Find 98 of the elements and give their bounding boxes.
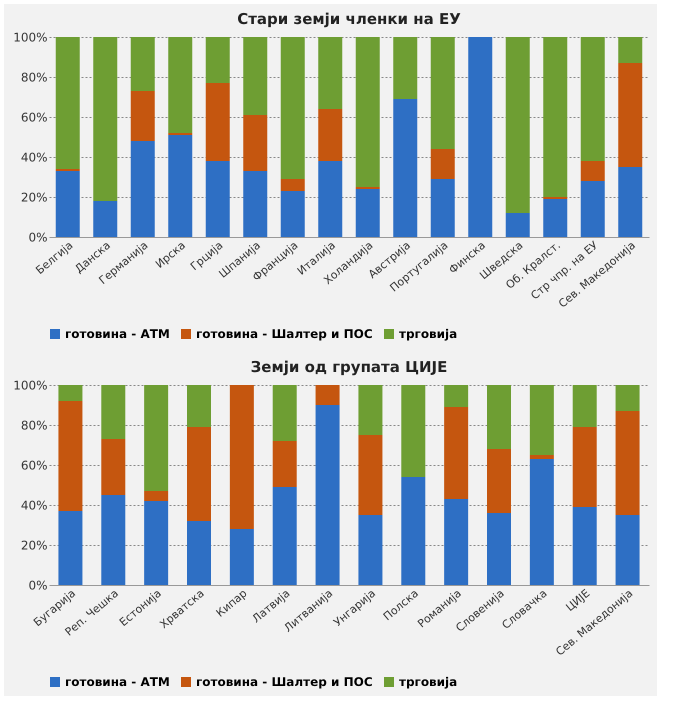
bar	[572, 507, 597, 585]
bar	[187, 385, 211, 427]
bar	[530, 385, 554, 455]
y-tick-label: 60%	[20, 110, 48, 124]
bar	[393, 37, 418, 99]
bar	[616, 385, 640, 411]
bar	[356, 189, 380, 237]
bar	[580, 37, 605, 161]
bar	[358, 515, 382, 585]
bar	[430, 179, 455, 237]
bar	[168, 37, 192, 133]
bar	[206, 37, 230, 83]
bar	[130, 37, 155, 91]
y-tick-label: 0%	[28, 578, 48, 592]
chart-title: Земји од групата ЦИЈЕ	[250, 358, 448, 376]
y-tick-label: 80%	[20, 70, 48, 84]
bar	[243, 171, 268, 237]
y-tick-label: 0%	[28, 230, 48, 244]
bar	[618, 63, 642, 167]
bar	[230, 385, 254, 529]
y-tick-label: 40%	[20, 498, 48, 512]
bar	[280, 179, 305, 191]
y-tick-label: 100%	[13, 378, 48, 392]
y-tick-label: 100%	[13, 30, 48, 44]
legend-label: готовина - Шалтер и ПОС	[196, 327, 373, 341]
legend-label: трговија	[399, 675, 458, 689]
bar	[101, 495, 126, 585]
bar	[58, 401, 82, 511]
bar	[444, 407, 468, 499]
bar	[280, 37, 305, 179]
bar	[130, 91, 155, 141]
bar	[401, 385, 426, 477]
bar	[56, 171, 80, 237]
bar	[530, 455, 554, 459]
bar	[444, 385, 468, 407]
y-tick-label: 40%	[20, 150, 48, 164]
bar	[616, 515, 640, 585]
y-tick-label: 80%	[20, 418, 48, 432]
bar	[356, 37, 380, 187]
bar	[243, 115, 268, 171]
bar	[56, 37, 80, 169]
bar	[430, 149, 455, 179]
legend-label: трговија	[399, 327, 458, 341]
bar	[401, 477, 426, 585]
bar	[530, 459, 554, 585]
bar	[93, 37, 118, 201]
bar	[230, 529, 254, 585]
bar	[318, 37, 342, 109]
bar	[468, 37, 492, 237]
bar	[144, 491, 168, 501]
bar	[572, 427, 597, 507]
bar	[187, 427, 211, 521]
bar	[58, 385, 82, 401]
bar	[506, 37, 530, 213]
bar	[506, 213, 530, 237]
bar	[393, 99, 418, 237]
bar	[101, 439, 126, 495]
bar	[272, 441, 297, 487]
chart-title: Стари земји членки на ЕУ	[237, 10, 462, 28]
bar	[618, 167, 642, 237]
bar	[430, 37, 455, 149]
legend-label: готовина - АТМ	[65, 327, 170, 341]
bar	[580, 181, 605, 237]
bar	[280, 191, 305, 237]
bar	[93, 201, 118, 237]
bar	[272, 487, 297, 585]
bar	[58, 511, 82, 585]
bar	[318, 161, 342, 237]
bar	[572, 385, 597, 427]
bar	[358, 385, 382, 435]
bar	[272, 385, 297, 441]
bar	[580, 161, 605, 181]
bar	[316, 405, 340, 585]
bar	[101, 385, 126, 439]
bar	[444, 499, 468, 585]
bar	[316, 385, 340, 405]
bar	[206, 161, 230, 237]
bar	[618, 37, 642, 63]
bar	[318, 109, 342, 161]
bar	[616, 411, 640, 515]
bar	[487, 513, 511, 585]
bar	[358, 435, 382, 515]
legend-label: готовина - АТМ	[65, 675, 170, 689]
bar	[543, 199, 568, 237]
bar	[168, 135, 192, 237]
bar	[543, 37, 568, 197]
bar	[243, 37, 268, 115]
y-tick-label: 20%	[20, 538, 48, 552]
bar	[206, 83, 230, 161]
y-tick-label: 20%	[20, 190, 48, 204]
bar	[144, 501, 168, 585]
bar	[487, 449, 511, 513]
bar	[130, 141, 155, 237]
bar	[144, 385, 168, 491]
bar	[487, 385, 511, 449]
bar	[187, 521, 211, 585]
y-tick-label: 60%	[20, 458, 48, 472]
legend-label: готовина - Шалтер и ПОС	[196, 675, 373, 689]
